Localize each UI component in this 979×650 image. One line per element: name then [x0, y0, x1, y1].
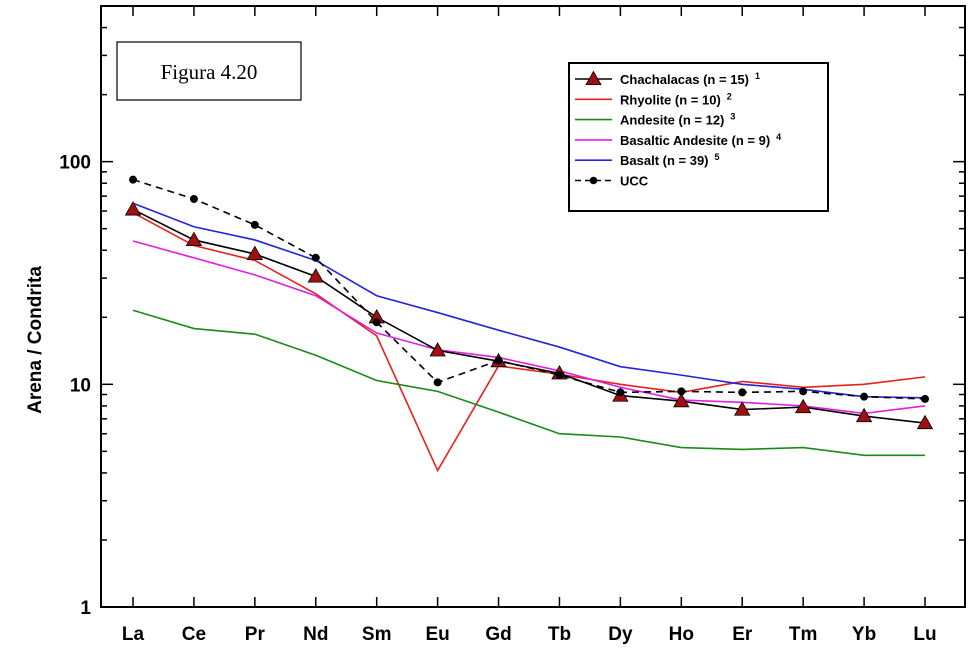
point-chachalacas	[124, 201, 142, 216]
point-ucc	[555, 371, 564, 380]
legend-label: Chachalacas (n = 15) 1	[620, 71, 760, 87]
series-ucc	[129, 175, 929, 403]
point-chachalacas	[794, 398, 812, 414]
x-tick-label-tm: Tm	[789, 624, 818, 645]
legend-entry-ucc: UCC	[575, 174, 649, 189]
x-tick-label-pr: Pr	[245, 624, 266, 645]
x-tick-label-yb: Yb	[852, 624, 876, 645]
series-basaltic-andesite	[132, 240, 926, 415]
x-tick-label-gd: Gd	[485, 624, 511, 645]
figure-annotation-box	[116, 41, 302, 101]
series-line-andesite	[132, 309, 925, 457]
legend-label-superscript: 2	[727, 91, 732, 101]
legend-label: Basaltic Andesite (n = 9) 4	[620, 132, 781, 148]
legend-entry-andesite: Andesite (n = 12) 3	[575, 112, 735, 128]
point-chachalacas	[673, 392, 690, 408]
point-chachalacas	[185, 231, 203, 246]
legend-label-superscript: 5	[715, 152, 720, 162]
legend-entry-basaltic-andesite: Basaltic Andesite (n = 9) 4	[575, 132, 781, 148]
point-chachalacas	[916, 414, 934, 430]
series-rhyolite	[132, 211, 926, 473]
point-ucc	[372, 318, 381, 327]
legend-label: Basalt (n = 39) 5	[620, 152, 720, 168]
legend-label-superscript: 3	[730, 112, 735, 122]
x-tick-label-ho: Ho	[669, 624, 694, 645]
legend-label-superscript: 4	[776, 132, 781, 142]
legend-entry-basalt: Basalt (n = 39) 5	[575, 152, 720, 168]
point-ucc	[799, 387, 808, 396]
legend-marker	[585, 70, 602, 86]
series-chachalacas	[124, 201, 934, 430]
x-tick-label-eu: Eu	[425, 624, 449, 645]
legend-label: UCC	[620, 174, 649, 189]
legend-box	[568, 62, 829, 212]
legend-marker	[589, 176, 598, 185]
x-tick-label-la: La	[122, 624, 145, 645]
legend-label-superscript: 1	[755, 71, 760, 81]
x-axis: La Ce Pr Nd Sm Eu Gd Tb Dy Ho Er Tm Yb Lu	[122, 6, 937, 645]
point-chachalacas	[307, 268, 324, 283]
legend-entry-chachalacas: Chachalacas (n = 15) 1	[575, 70, 760, 87]
x-tick-label-ce: Ce	[182, 624, 206, 645]
x-tick-label-lu: Lu	[913, 624, 936, 645]
legend-entry-rhyolite: Rhyolite (n = 10) 2	[575, 91, 732, 107]
figure-annotation: Figura 4.20	[116, 41, 302, 101]
point-ucc	[616, 388, 625, 397]
point-chachalacas	[246, 245, 264, 260]
y-tick-label: 1	[80, 598, 91, 619]
point-ucc	[860, 392, 869, 401]
series-andesite	[132, 309, 925, 457]
legend: Chachalacas (n = 15) 1 Rhyolite (n = 10) 2 A…	[568, 62, 829, 212]
plot-frame	[100, 5, 966, 608]
series-line-rhyolite	[132, 211, 926, 473]
x-tick-label-tb: Tb	[548, 624, 571, 645]
point-ucc	[494, 356, 503, 365]
point-chachalacas	[855, 407, 873, 423]
y-axis: 1 10 100	[59, 5, 965, 619]
x-tick-label-er: Er	[732, 624, 753, 645]
series-line-basalt	[132, 202, 926, 399]
point-ucc	[311, 253, 320, 262]
plot-border	[100, 5, 966, 608]
figure-annotation-text: Figura 4.20	[161, 60, 258, 84]
point-ucc	[677, 387, 686, 396]
series-line-basaltic-andesite	[132, 240, 926, 415]
point-chachalacas	[429, 342, 446, 357]
x-tick-label-nd: Nd	[303, 624, 328, 645]
legend-label: Andesite (n = 12) 3	[620, 112, 735, 128]
y-axis-label: Arena / Condrita	[25, 266, 46, 414]
point-ucc	[921, 394, 929, 403]
y-tick-label: 10	[70, 375, 91, 396]
point-chachalacas	[734, 401, 751, 416]
x-tick-label-dy: Dy	[608, 624, 633, 645]
series-layer	[124, 175, 934, 473]
series-line-ucc	[132, 178, 926, 400]
point-ucc	[738, 388, 747, 397]
y-tick-label: 100	[59, 153, 91, 174]
x-tick-label-sm: Sm	[362, 624, 392, 645]
point-ucc	[433, 378, 442, 387]
point-ucc	[250, 220, 259, 229]
point-ucc	[189, 194, 198, 203]
series-basalt	[132, 202, 926, 399]
point-ucc	[129, 175, 137, 184]
legend-label: Rhyolite (n = 10) 2	[620, 91, 732, 107]
